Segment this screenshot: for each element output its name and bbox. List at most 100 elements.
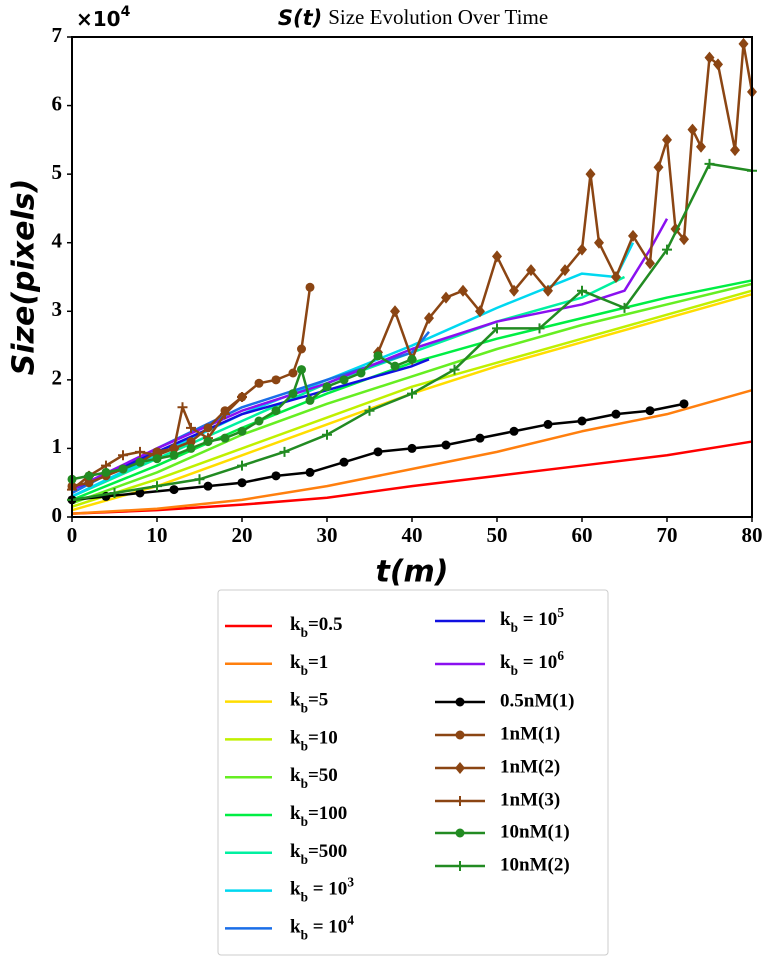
- y-tick-label: 5: [52, 160, 63, 184]
- marker: [704, 158, 715, 169]
- marker: [455, 730, 465, 740]
- y-axis-label: Size(pixels): [7, 179, 42, 376]
- marker: [220, 433, 230, 443]
- marker: [364, 405, 375, 416]
- marker: [203, 437, 213, 447]
- legend-label: kb = 106: [500, 648, 564, 678]
- marker: [101, 467, 111, 477]
- marker: [492, 250, 502, 263]
- marker: [339, 457, 349, 467]
- legend-label: kb = 103: [290, 874, 354, 904]
- legend-label: 1nM(1): [500, 723, 560, 744]
- marker: [679, 233, 689, 246]
- legend-label: kb=50: [290, 766, 338, 791]
- marker: [237, 392, 247, 402]
- marker: [305, 395, 315, 405]
- legend-label: kb=100: [290, 803, 347, 828]
- marker: [662, 244, 672, 255]
- marker: [611, 409, 621, 419]
- marker: [543, 284, 553, 297]
- marker: [279, 446, 290, 457]
- marker: [628, 229, 638, 242]
- marker: [169, 450, 179, 460]
- marker: [611, 271, 621, 283]
- marker: [339, 375, 349, 385]
- y-tick-label: 3: [52, 297, 63, 321]
- marker: [109, 488, 120, 498]
- marker: [696, 140, 706, 153]
- x-tick-label: 70: [657, 523, 678, 547]
- marker: [177, 402, 188, 413]
- legend-label: kb=10: [290, 728, 338, 753]
- marker: [594, 236, 604, 249]
- marker: [645, 257, 655, 270]
- marker: [152, 481, 162, 492]
- y-tick-label: 1: [52, 434, 63, 458]
- marker: [713, 58, 723, 71]
- series-line: [376, 42, 754, 361]
- x-tick-label: 60: [572, 523, 593, 547]
- marker: [254, 378, 264, 388]
- marker: [407, 354, 417, 364]
- marker: [543, 419, 553, 429]
- marker: [152, 454, 162, 464]
- marker: [475, 433, 485, 443]
- marker: [118, 464, 128, 474]
- marker: [373, 351, 383, 361]
- marker: [322, 382, 332, 392]
- x-tick-label: 20: [232, 523, 253, 547]
- marker: [577, 285, 587, 296]
- marker: [730, 144, 740, 157]
- marker: [203, 423, 213, 433]
- legend-label: kb=500: [290, 841, 347, 866]
- marker: [186, 443, 196, 453]
- legend-box: [217, 589, 609, 956]
- series-line: [71, 218, 669, 491]
- series-line: [71, 282, 753, 505]
- marker: [475, 305, 485, 318]
- marker: [577, 243, 587, 256]
- marker: [679, 399, 689, 409]
- marker: [297, 365, 306, 375]
- x-axis-label: t(m): [375, 555, 448, 590]
- legend-label: kb=5: [290, 690, 328, 715]
- series-line: [71, 440, 753, 515]
- legend-label: 1nM(2): [500, 756, 560, 777]
- legend-label: 10nM(2): [500, 854, 570, 875]
- x-tick-label: 30: [317, 523, 338, 547]
- y-multiplier: ×104: [76, 4, 131, 31]
- x-tick-label: 40: [402, 523, 423, 547]
- marker: [455, 697, 465, 707]
- marker: [407, 443, 417, 453]
- legend-label: 1nM(3): [500, 789, 560, 810]
- marker: [194, 474, 205, 485]
- marker: [373, 447, 383, 457]
- legend-label: kb=0.5: [290, 614, 343, 639]
- marker: [390, 361, 400, 371]
- marker: [186, 422, 196, 433]
- marker: [534, 323, 545, 334]
- marker: [585, 168, 596, 181]
- title-text: Size Evolution Over Time: [328, 5, 548, 29]
- marker: [203, 481, 213, 491]
- marker: [305, 467, 315, 477]
- marker: [455, 828, 465, 838]
- marker: [271, 375, 281, 385]
- y-tick-label: 6: [52, 91, 63, 115]
- marker: [738, 37, 749, 50]
- marker: [297, 344, 306, 354]
- marker: [220, 409, 230, 420]
- marker: [441, 291, 451, 304]
- marker: [305, 282, 315, 292]
- marker: [237, 478, 247, 488]
- marker: [492, 323, 502, 334]
- x-tick-label: 80: [742, 523, 763, 547]
- x-tick-label: 50: [487, 523, 508, 547]
- marker: [577, 416, 587, 426]
- marker: [407, 388, 417, 399]
- marker: [84, 478, 94, 488]
- marker: [645, 406, 655, 416]
- legend-label: 10nM(1): [500, 821, 570, 842]
- marker: [186, 437, 196, 447]
